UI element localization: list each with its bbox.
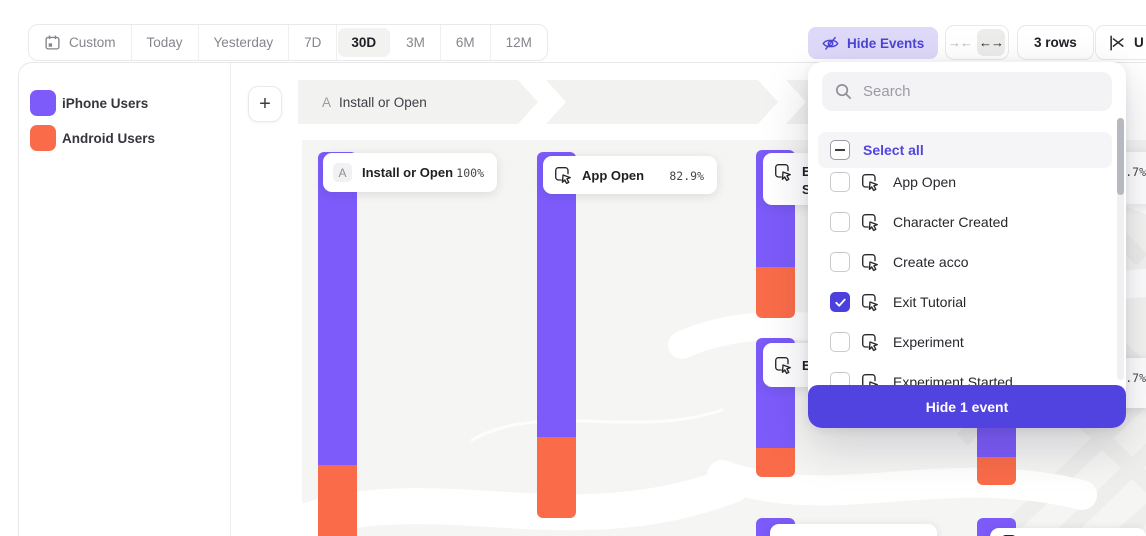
date-range-label: Yesterday (213, 35, 274, 50)
event-tap-icon (860, 252, 880, 272)
event-tap-icon (860, 172, 880, 192)
collapse-expand-control: →← ←→ (945, 25, 1009, 60)
expand-columns-button[interactable]: ←→ (977, 29, 1005, 56)
event-search (822, 72, 1112, 111)
bar-segment-iphone[interactable] (318, 152, 357, 465)
eye-off-icon (822, 35, 839, 52)
legend-swatch-android (30, 125, 56, 151)
step-header-title: A Install or Open (322, 80, 427, 124)
event-tap-icon (860, 292, 880, 312)
event-label: Exit Tutorial (893, 294, 967, 310)
step-card[interactable] (990, 528, 1146, 536)
bar-segment-android[interactable] (977, 457, 1016, 485)
event-row-character-created[interactable]: Character Created (818, 202, 1112, 242)
event-label: Experiment (893, 334, 964, 350)
bar-segment-android[interactable] (318, 465, 357, 536)
date-range-label: Custom (69, 35, 116, 50)
bar-segment-android[interactable] (756, 448, 795, 477)
event-checkbox[interactable] (830, 332, 850, 352)
date-range-label: 12M (505, 35, 532, 50)
collapse-columns-button[interactable]: →← (948, 35, 973, 50)
date-range-label: 7D (304, 35, 322, 50)
step-card-label: E (802, 164, 811, 179)
legend-label-android: Android Users (62, 131, 156, 146)
event-tap-icon (553, 165, 573, 185)
event-checkbox[interactable] (830, 172, 850, 192)
event-label: Create acco (893, 254, 969, 270)
hide-selected-events-button[interactable]: Hide 1 event (808, 385, 1126, 428)
date-range-today[interactable]: Today (132, 25, 199, 60)
date-range-label: 6M (455, 35, 475, 50)
scrollbar-thumb[interactable] (1117, 118, 1124, 195)
date-range-30d[interactable]: 30D (338, 28, 391, 57)
line-chart-icon (1108, 34, 1126, 52)
legend-swatch-iphone (30, 90, 56, 116)
hide-events-button[interactable]: Hide Events (808, 27, 939, 59)
hide-events-dropdown: Select all App Open Character Created Crea… (808, 62, 1126, 428)
step-card-label: E (802, 358, 811, 373)
hide-events-label: Hide Events (847, 35, 925, 51)
date-range-label: Today (146, 35, 183, 50)
event-checkbox[interactable] (830, 292, 850, 312)
event-checkbox[interactable] (830, 252, 850, 272)
select-all-checkbox[interactable] (830, 140, 850, 160)
step-card-label: Install or Open (362, 165, 454, 180)
step-letter-badge: A (333, 163, 352, 182)
date-range-7d[interactable]: 7D (289, 25, 338, 60)
legend-label-iphone: iPhone Users (62, 96, 149, 111)
date-range-custom[interactable]: Custom (29, 25, 132, 60)
chart-type-button[interactable]: U (1095, 25, 1146, 60)
step-conversion-pct: 82.9% (669, 169, 704, 183)
step-card[interactable]: App Open 82.9% (543, 156, 717, 194)
event-tap-icon (773, 355, 793, 375)
step-header-segment-1[interactable] (298, 80, 538, 124)
bar-segment-iphone[interactable] (537, 152, 576, 437)
search-icon (834, 82, 853, 101)
add-step-button[interactable]: + (248, 86, 282, 122)
date-range-yesterday[interactable]: Yesterday (199, 25, 290, 60)
select-all-label: Select all (863, 142, 924, 158)
rows-count-button[interactable]: 3 rows (1017, 25, 1094, 60)
date-range-label: 3M (406, 35, 425, 50)
step-conversion-pct: 100% (456, 166, 484, 180)
step-card[interactable]: A Install or Open 100% (323, 153, 497, 192)
event-tap-icon (773, 162, 793, 182)
event-row-create-acco[interactable]: Create acco (818, 242, 1112, 282)
step-header-segment-2[interactable] (546, 80, 778, 124)
date-range-6m[interactable]: 6M (441, 25, 491, 60)
event-checkbox[interactable] (830, 212, 850, 232)
funnel-bar[interactable] (318, 152, 357, 536)
step-name: Install or Open (339, 94, 427, 110)
step-card-label: App Open (582, 168, 645, 183)
event-label: Character Created (893, 214, 1009, 230)
step-card[interactable] (770, 524, 937, 536)
select-all-row[interactable]: Select all (818, 132, 1112, 168)
bar-segment-android[interactable] (756, 267, 795, 318)
event-row-exit-tutorial[interactable]: Exit Tutorial (818, 282, 1112, 322)
bar-segment-android[interactable] (537, 437, 576, 518)
event-label: App Open (893, 174, 957, 190)
event-row-app-open[interactable]: App Open (818, 162, 1112, 202)
calendar-icon (44, 34, 61, 51)
event-row-experiment[interactable]: Experiment (818, 322, 1112, 362)
date-range-control: Custom Today Yesterday 7D 30D 3M 6M 12M (28, 24, 548, 61)
step-card-label-line2: S (802, 182, 811, 197)
funnel-bar[interactable] (537, 152, 576, 518)
event-tap-icon (860, 332, 880, 352)
legend-divider (230, 63, 231, 536)
date-range-12m[interactable]: 12M (491, 25, 547, 60)
dropdown-scrollbar[interactable] (1117, 118, 1124, 380)
step-letter-badge: A (322, 94, 332, 110)
search-input[interactable] (863, 83, 1083, 100)
chart-type-label: U (1134, 35, 1144, 50)
date-range-3m[interactable]: 3M (391, 25, 441, 60)
event-tap-icon (860, 212, 880, 232)
date-range-label: 30D (351, 35, 377, 50)
